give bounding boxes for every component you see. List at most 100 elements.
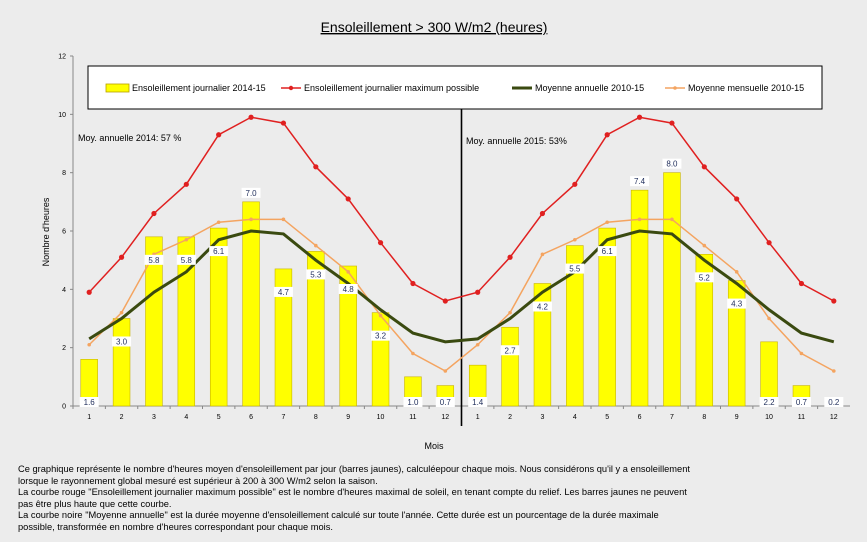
data-label: 4.7	[278, 288, 290, 297]
series-point	[346, 270, 350, 274]
data-label: 6.1	[213, 247, 225, 256]
series-point	[539, 210, 546, 217]
x-tick-label: 2	[508, 414, 512, 421]
x-tick-label: 12	[441, 414, 449, 421]
series-point	[119, 310, 124, 315]
legend-swatch-bars	[105, 83, 130, 93]
legend-marker-max	[288, 85, 294, 91]
bar	[663, 172, 681, 407]
y-tick-label: 12	[58, 54, 66, 61]
data-label-bg	[79, 397, 99, 407]
x-tick-label: 8	[314, 414, 318, 421]
chart: Ensoleillement > 300 W/m2 (heures) 0 2 4 6 8…	[41, 19, 850, 451]
series-line	[88, 229, 835, 344]
series-point	[670, 217, 674, 222]
series-point	[701, 164, 707, 170]
y-tick-label: 0	[62, 404, 66, 411]
data-label-bg	[630, 176, 650, 187]
series-point	[151, 210, 157, 217]
data-label-bg	[306, 269, 326, 280]
data-label-bg	[662, 158, 682, 169]
bar	[501, 326, 519, 407]
data-label: 2.2	[764, 398, 776, 407]
data-label-bg	[565, 263, 585, 274]
y-tick-label: 2	[62, 345, 66, 352]
bar	[177, 236, 196, 407]
series-point	[508, 310, 512, 315]
description: Ce graphique représente le nombre d'heur…	[18, 464, 818, 534]
bar	[598, 227, 616, 407]
series-point	[411, 351, 415, 356]
data-label-bg	[532, 301, 552, 312]
series-point	[604, 132, 610, 138]
data-label-bg	[468, 397, 488, 407]
series-point	[410, 280, 416, 287]
legend-label-annual: Moyenne annuelle 2010-15	[535, 83, 644, 93]
series-point	[832, 369, 836, 373]
data-label: 5.8	[148, 256, 160, 265]
series-point	[248, 114, 254, 120]
legend-box	[87, 65, 823, 110]
series-point	[281, 217, 286, 222]
description-line: Ce graphique représente le nombre d'heur…	[18, 464, 690, 474]
series-point	[377, 240, 384, 246]
data-label: 1.0	[407, 398, 419, 407]
data-label: 4.8	[343, 285, 355, 294]
data-label: 7.0	[246, 189, 258, 198]
series-point	[573, 237, 577, 242]
y-tick-label: 4	[62, 287, 66, 294]
data-label-bg	[500, 345, 520, 356]
data-label: 5.5	[569, 265, 581, 274]
series-point	[87, 342, 91, 347]
legend-label-bars: Ensoleillement journalier 2014-15	[132, 83, 266, 93]
series-point	[475, 342, 480, 347]
series-point	[766, 240, 772, 246]
data-label-bg	[727, 298, 747, 309]
series-point	[216, 220, 221, 225]
series-point	[507, 254, 513, 260]
series-point	[572, 181, 578, 187]
bar	[727, 280, 746, 407]
annotation-2015: Moy. annuelle 2015: 53%	[466, 136, 567, 146]
x-tick-label: 11	[798, 414, 805, 421]
data-label: 1.6	[84, 398, 96, 407]
bar	[760, 341, 778, 407]
series-point	[443, 369, 448, 373]
series-point	[378, 313, 383, 318]
bar	[533, 283, 552, 407]
series-point	[86, 289, 92, 295]
bar	[339, 265, 357, 407]
data-label: 5.2	[699, 273, 711, 282]
series-point	[183, 181, 189, 187]
series-line	[88, 218, 835, 372]
x-tick-label: 2	[120, 414, 124, 421]
series-point	[734, 270, 739, 274]
x-tick-label: 4	[184, 414, 188, 421]
series-point	[637, 217, 642, 222]
x-tick-label: 7	[670, 414, 674, 421]
description-line: lorsque le rayonnement global mesuré est…	[18, 475, 378, 486]
data-label-bg	[759, 397, 779, 407]
y-tick-label: 8	[62, 170, 66, 177]
x-tick-label: 7	[281, 414, 285, 421]
bar	[371, 312, 390, 407]
series-point	[767, 316, 771, 321]
x-tick-label: 10	[377, 414, 385, 421]
chart-title: Ensoleillement > 300 W/m2 (heures)	[321, 19, 548, 35]
data-label: 0.2	[828, 398, 840, 407]
series-point	[799, 351, 804, 356]
x-axis-label: Mois	[424, 441, 444, 451]
data-label-bg	[435, 397, 455, 407]
series-point	[314, 243, 318, 248]
series-point	[734, 196, 740, 202]
bar	[242, 201, 260, 407]
series-point	[831, 298, 837, 304]
x-tick-label: 10	[765, 414, 773, 421]
series-point	[702, 243, 707, 248]
data-label: 1.4	[472, 398, 484, 407]
description-line: La courbe rouge "Ensoleillement journali…	[18, 487, 687, 498]
data-label: 7.4	[634, 177, 646, 186]
bar	[209, 227, 228, 407]
data-label-bg	[209, 246, 229, 257]
data-label-bg	[597, 246, 617, 257]
